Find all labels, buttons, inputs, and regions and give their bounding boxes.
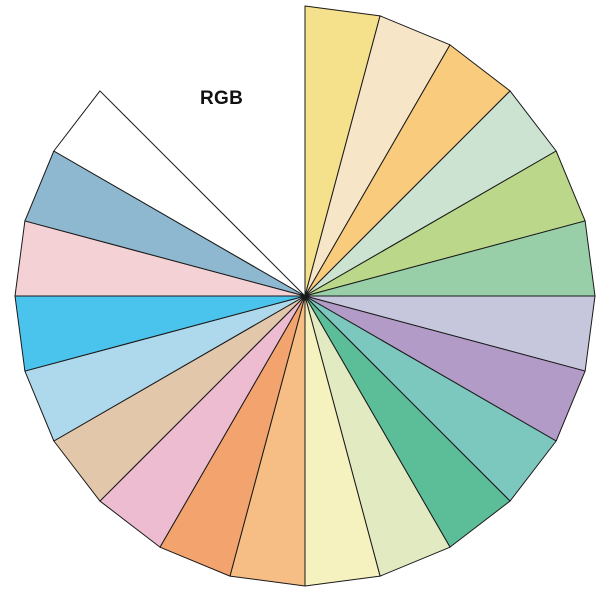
wheel-segment-white bbox=[53, 90, 306, 297]
wheel-segments bbox=[14, 5, 596, 587]
wheel-title: RGB bbox=[200, 88, 244, 109]
